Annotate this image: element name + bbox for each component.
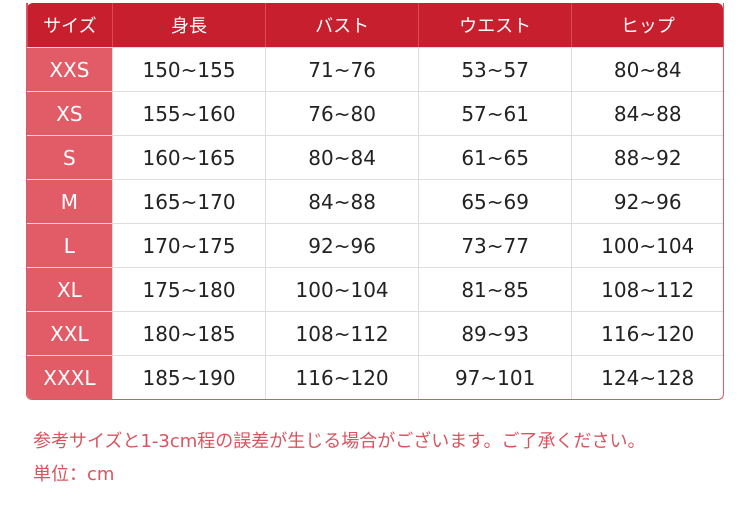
header-waist: ウエスト xyxy=(417,3,572,47)
table-cell: 170~175 xyxy=(111,224,266,267)
table-row: S 160~165 80~84 61~65 88~92 xyxy=(27,135,723,179)
table-cell: 71~76 xyxy=(265,48,418,91)
table-cell: 84~88 xyxy=(265,180,418,223)
table-cell: 53~57 xyxy=(417,48,572,91)
table-cell: 92~96 xyxy=(571,180,723,223)
header-height: 身長 xyxy=(111,3,266,47)
table-row: M 165~170 84~88 65~69 92~96 xyxy=(27,179,723,223)
table-cell: 97~101 xyxy=(417,356,572,399)
table-cell: 89~93 xyxy=(417,312,572,355)
table-cell: 84~88 xyxy=(571,92,723,135)
table-header: サイズ 身長 バスト ウエスト ヒップ xyxy=(27,3,723,47)
table-body: XXS 150~155 71~76 53~57 80~84 XS 155~160 76~80 5… xyxy=(27,47,723,399)
table-cell: 65~69 xyxy=(417,180,572,223)
table-row: XXS 150~155 71~76 53~57 80~84 xyxy=(27,47,723,91)
disclaimer-note: 参考サイズと1-3cm程の誤差が生じる場合がございます。ご了承ください。 xyxy=(33,431,646,452)
table-cell: 180~185 xyxy=(111,312,266,355)
size-label: L xyxy=(27,224,112,267)
table-cell: 61~65 xyxy=(417,136,572,179)
table-row: XXL 180~185 108~112 89~93 116~120 xyxy=(27,311,723,355)
size-label: S xyxy=(27,136,112,179)
table-cell: 108~112 xyxy=(265,312,418,355)
table-cell: 100~104 xyxy=(265,268,418,311)
table-row: XL 175~180 100~104 81~85 108~112 xyxy=(27,267,723,311)
size-label: XXS xyxy=(27,48,112,91)
table-cell: 73~77 xyxy=(417,224,572,267)
table-row: XXXL 185~190 116~120 97~101 124~128 xyxy=(27,355,723,399)
table-cell: 116~120 xyxy=(265,356,418,399)
size-chart-table: サイズ 身長 バスト ウエスト ヒップ XXS 150~155 71~76 53~57… xyxy=(26,3,724,400)
size-label: XS xyxy=(27,92,112,135)
table-cell: 185~190 xyxy=(111,356,266,399)
table-cell: 81~85 xyxy=(417,268,572,311)
header-hip: ヒップ xyxy=(571,3,723,47)
header-size: サイズ xyxy=(27,3,112,47)
table-cell: 175~180 xyxy=(111,268,266,311)
table-cell: 165~170 xyxy=(111,180,266,223)
size-label: XXL xyxy=(27,312,112,355)
table-cell: 92~96 xyxy=(265,224,418,267)
table-cell: 116~120 xyxy=(571,312,723,355)
size-label: M xyxy=(27,180,112,223)
unit-note: 単位：cm xyxy=(33,464,115,485)
table-cell: 100~104 xyxy=(571,224,723,267)
size-label: XXXL xyxy=(27,356,112,399)
table-cell: 76~80 xyxy=(265,92,418,135)
table-cell: 150~155 xyxy=(111,48,266,91)
header-bust: バスト xyxy=(265,3,418,47)
table-cell: 124~128 xyxy=(571,356,723,399)
table-cell: 80~84 xyxy=(265,136,418,179)
table-cell: 88~92 xyxy=(571,136,723,179)
table-cell: 160~165 xyxy=(111,136,266,179)
table-cell: 108~112 xyxy=(571,268,723,311)
table-cell: 80~84 xyxy=(571,48,723,91)
table-cell: 57~61 xyxy=(417,92,572,135)
table-row: L 170~175 92~96 73~77 100~104 xyxy=(27,223,723,267)
table-cell: 155~160 xyxy=(111,92,266,135)
table-row: XS 155~160 76~80 57~61 84~88 xyxy=(27,91,723,135)
size-label: XL xyxy=(27,268,112,311)
